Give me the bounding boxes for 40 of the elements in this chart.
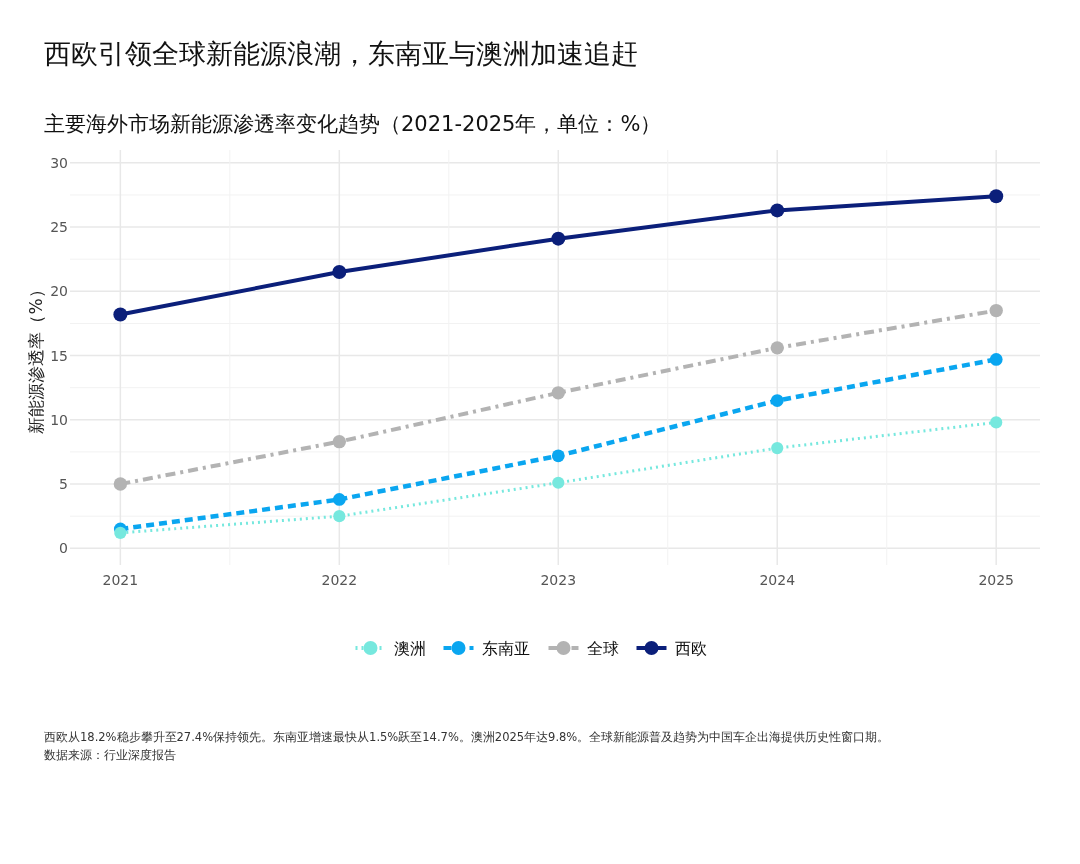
- point: [770, 341, 784, 355]
- legend-label: 全球: [586, 639, 619, 658]
- x-tick-label: 2021: [102, 572, 139, 588]
- x-tick-label: 2024: [759, 572, 796, 588]
- x-tick-label: 2023: [540, 572, 577, 588]
- legend-label: 西欧: [674, 639, 707, 658]
- y-tick-label: 5: [59, 476, 68, 493]
- y-tick-label: 0: [59, 540, 68, 557]
- point: [332, 434, 347, 449]
- point: [551, 386, 565, 400]
- legend-label: 东南亚: [481, 639, 530, 658]
- point: [989, 353, 1003, 366]
- point: [113, 477, 128, 491]
- point: [552, 476, 565, 489]
- point: [770, 394, 784, 407]
- y-tick-label: 30: [50, 154, 68, 171]
- y-tick-label: 10: [50, 411, 68, 428]
- y-tick-label: 20: [50, 283, 68, 300]
- point: [332, 265, 347, 280]
- x-tick-label: 2025: [978, 572, 1015, 588]
- point: [771, 441, 784, 455]
- x-tick-label: 2022: [321, 572, 358, 588]
- point: [551, 449, 565, 463]
- point: [990, 416, 1003, 429]
- point: [989, 189, 1004, 204]
- point: [114, 526, 127, 539]
- point: [113, 307, 128, 322]
- y-axis-title: 新能源渗透率（%）: [26, 281, 46, 434]
- point: [333, 510, 346, 523]
- text: 西欧从18.2%稳步攀升至27.4%保持领先。东南亚增速最快从1.5%跃至14.7%。澳洲2025年达9.8%。全球新能源普及趋势为中国车企出海提供历史性窗口期。: [44, 730, 890, 744]
- point: [551, 231, 566, 246]
- chart-subtitle: 主要海外市场新能源渗透率变化趋势（2021-2025年，单位：%）: [44, 112, 662, 136]
- y-tick-label: 15: [50, 347, 68, 364]
- y-tick-label: 25: [50, 219, 68, 236]
- source-note: 数据来源：行业深度报告: [44, 748, 176, 762]
- chart-title: 西欧引领全球新能源浪潮，东南亚与澳洲加速追赶: [44, 38, 638, 69]
- point: [332, 493, 346, 506]
- point: [989, 303, 1003, 318]
- legend-label: 澳洲: [393, 639, 426, 658]
- point: [770, 203, 785, 218]
